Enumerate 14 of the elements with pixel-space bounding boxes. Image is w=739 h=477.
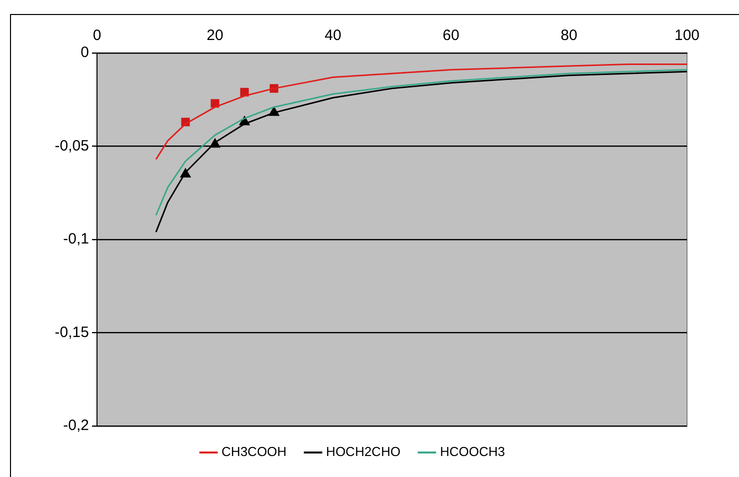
x-tick-label: 20 (206, 27, 224, 44)
y-tick-label: -0,05 (54, 137, 89, 154)
y-tick-label: -0,15 (54, 324, 89, 341)
legend-label: HCOOCH3 (440, 444, 505, 460)
x-tick-label: 100 (674, 27, 700, 44)
legend-label: CH3COOH (222, 444, 287, 460)
legend-label: HOCH2CHO (326, 444, 400, 460)
y-tick-label: -0,2 (63, 417, 89, 434)
y-tick-label: -0,1 (63, 230, 89, 248)
x-tick-label: 60 (442, 27, 460, 44)
x-tick-label: 0 (92, 27, 102, 44)
y-tick-label: 0 (80, 44, 89, 62)
x-tick-label: 80 (560, 27, 578, 44)
x-tick-label: 40 (324, 27, 342, 44)
